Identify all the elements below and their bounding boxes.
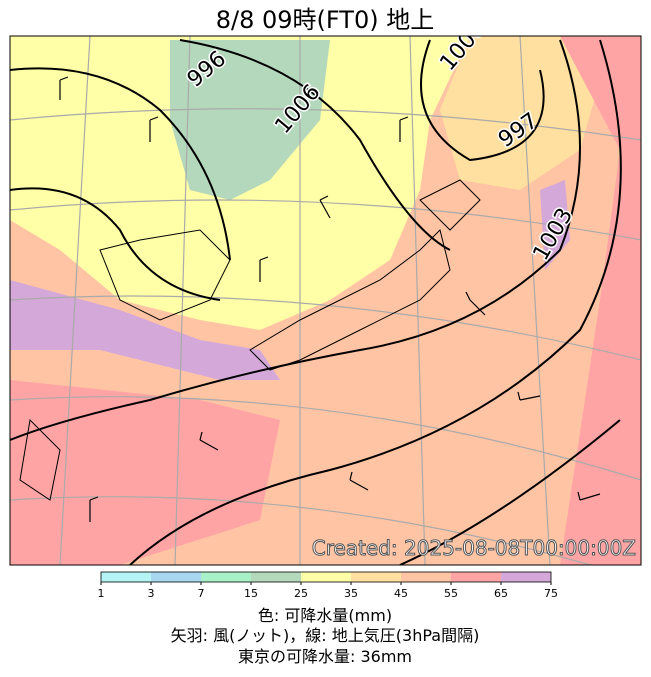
colorbar-tick-label: 75 (544, 587, 558, 600)
map-frame (9, 35, 642, 566)
coastline (19, 179, 481, 501)
annotation: Created: 2025-08-08T00:00:00Z (312, 536, 636, 560)
precip-field (170, 40, 330, 200)
colorbar-tick-label: 35 (344, 587, 358, 600)
wind-barbs (59, 76, 601, 522)
precip-field (10, 280, 280, 380)
colorbar-tick-label: 65 (494, 587, 508, 600)
colorbar-tick-label: 15 (244, 587, 258, 600)
colorbar-bin (401, 572, 451, 582)
colorbar-tick-label: 45 (394, 587, 408, 600)
colorbar-bin (501, 572, 551, 582)
colorbar: 1 3 7 15 25 35 45 55 65 75 (98, 571, 558, 600)
colorbar-bin (351, 572, 401, 582)
colorbar-bin (251, 572, 301, 582)
colorbar-frame (100, 571, 552, 583)
colorbar-tick-label: 3 (148, 587, 155, 600)
legend-line: 東京の可降水量: 36mm (238, 647, 412, 666)
isobar (10, 39, 622, 565)
precip-field (10, 380, 280, 565)
title: 8/8 09時(FT0) 地上 (216, 6, 434, 34)
precip-field (440, 36, 600, 190)
colorbar-bin (151, 572, 201, 582)
legend-line: 矢羽: 風(ノット)，線: 地上気圧(3hPa間隔) (171, 626, 480, 645)
colorbar-bin (451, 572, 501, 582)
map: 996 1006 1000 997 1003 Created: 2025-08-… (10, 36, 641, 565)
colorbar-tick-label: 55 (444, 587, 458, 600)
colorbar-tick-label: 1 (98, 587, 105, 600)
colorbar-tick-label: 25 (294, 587, 308, 600)
legend-line: 色: 可降水量(mm) (258, 606, 392, 625)
colorbar-bin (301, 572, 351, 582)
colorbar-bin (201, 572, 251, 582)
colorbar-tick-label: 7 (198, 587, 205, 600)
colorbar-bin (101, 572, 151, 582)
